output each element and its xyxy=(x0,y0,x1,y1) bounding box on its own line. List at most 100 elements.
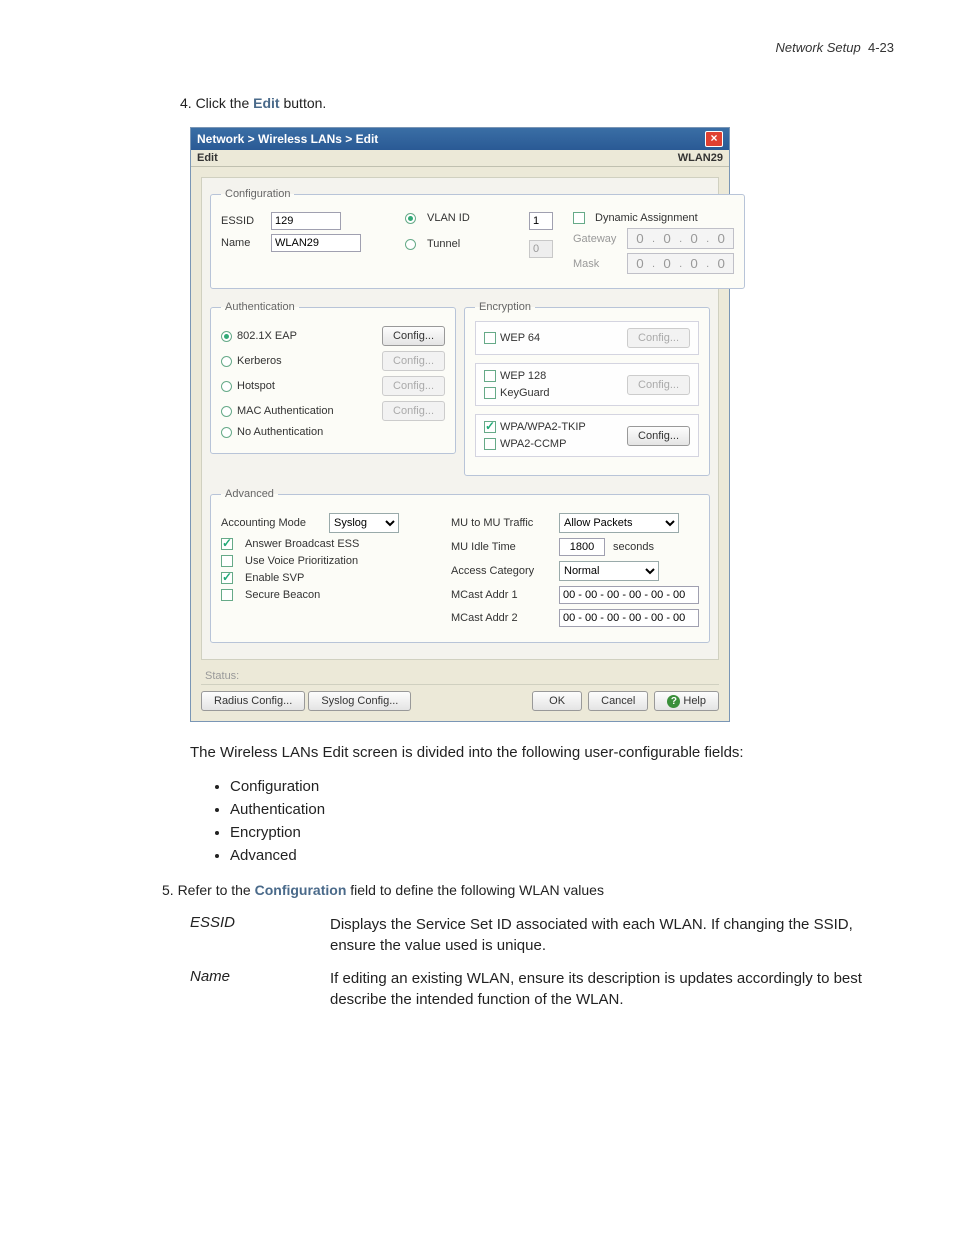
essid-label: ESSID xyxy=(221,215,265,227)
encryption-checkbox[interactable] xyxy=(484,387,496,399)
auth-option-label: 802.1X EAP xyxy=(237,330,297,342)
name-label: Name xyxy=(221,237,265,249)
voice-prioritization-checkbox[interactable] xyxy=(221,555,233,567)
encryption-checkbox[interactable] xyxy=(484,332,496,344)
mask-ip-input: ... xyxy=(627,253,734,274)
auth-config-button: Config... xyxy=(382,351,445,371)
secure-beacon-checkbox[interactable] xyxy=(221,589,233,601)
definition-table: ESSIDDisplays the Service Set ID associa… xyxy=(190,914,894,1010)
encryption-group: WPA/WPA2-TKIP WPA2-CCMP Config... xyxy=(475,414,699,457)
encryption-group: WEP 128 KeyGuard Config... xyxy=(475,363,699,406)
ok-button[interactable]: OK xyxy=(532,691,582,711)
idle-time-input[interactable] xyxy=(559,538,605,556)
dynamic-assignment-checkbox[interactable] xyxy=(573,212,585,224)
authentication-fieldset: Authentication 802.1X EAPConfig...Kerber… xyxy=(210,301,456,454)
definition-description: Displays the Service Set ID associated w… xyxy=(330,914,894,956)
list-item: Advanced xyxy=(230,847,894,864)
footer-buttons: Radius Config... Syslog Config... OK Can… xyxy=(191,687,729,721)
auth-radio[interactable] xyxy=(221,331,232,342)
encryption-checkbox[interactable] xyxy=(484,438,496,450)
encryption-config-button: Config... xyxy=(627,328,690,348)
mu-traffic-label: MU to MU Traffic xyxy=(451,517,551,529)
page-header: Network Setup 4-23 xyxy=(60,40,894,55)
vlan-label: VLAN ID xyxy=(427,212,470,224)
help-button[interactable]: ?Help xyxy=(654,691,719,711)
encryption-option-label: KeyGuard xyxy=(500,387,550,399)
close-icon[interactable]: × xyxy=(705,131,723,147)
tunnel-value-input xyxy=(529,240,553,258)
encryption-legend: Encryption xyxy=(475,301,535,313)
configuration-keyword: Configuration xyxy=(255,882,347,898)
voice-prioritization-label: Use Voice Prioritization xyxy=(245,555,358,567)
auth-radio[interactable] xyxy=(221,427,232,438)
configuration-legend: Configuration xyxy=(221,188,294,200)
mcast1-label: MCast Addr 1 xyxy=(451,589,551,601)
idle-time-label: MU Idle Time xyxy=(451,541,551,553)
definition-row: ESSIDDisplays the Service Set ID associa… xyxy=(190,914,894,956)
radius-config-button[interactable]: Radius Config... xyxy=(201,691,305,711)
wlan-edit-window: Network > Wireless LANs > Edit × Edit WL… xyxy=(190,127,730,722)
header-section: Network Setup xyxy=(775,40,860,55)
titlebar: Network > Wireless LANs > Edit × xyxy=(191,128,729,150)
encryption-fieldset: Encryption WEP 64Config...WEP 128KeyGuar… xyxy=(464,301,710,476)
tunnel-label: Tunnel xyxy=(427,238,460,250)
encryption-option-label: WPA2-CCMP xyxy=(500,438,566,450)
definition-row: NameIf editing an existing WLAN, ensure … xyxy=(190,968,894,1010)
auth-radio[interactable] xyxy=(221,356,232,367)
access-category-label: Access Category xyxy=(451,565,551,577)
vlan-value-input[interactable] xyxy=(529,212,553,230)
auth-radio[interactable] xyxy=(221,381,232,392)
list-item: Authentication xyxy=(230,801,894,818)
cancel-button[interactable]: Cancel xyxy=(588,691,648,711)
intro-text: The Wireless LANs Edit screen is divided… xyxy=(190,742,894,764)
auth-option-label: Kerberos xyxy=(237,355,282,367)
mask-label: Mask xyxy=(573,258,621,270)
definition-term: ESSID xyxy=(190,914,330,956)
idle-time-unit: seconds xyxy=(613,541,654,553)
step-5: 5. Refer to the Configuration field to d… xyxy=(162,882,894,898)
menubar: Edit WLAN29 xyxy=(191,150,729,167)
help-icon: ? xyxy=(667,695,680,708)
mu-traffic-select[interactable]: Allow Packets xyxy=(559,513,679,533)
tunnel-radio[interactable] xyxy=(405,239,416,250)
authentication-legend: Authentication xyxy=(221,301,299,313)
header-page: 4-23 xyxy=(868,40,894,55)
essid-input[interactable] xyxy=(271,212,341,230)
auth-config-button[interactable]: Config... xyxy=(382,326,445,346)
encryption-option-label: WPA/WPA2-TKIP xyxy=(500,421,586,433)
advanced-fieldset: Advanced Accounting Mode Syslog Answer B… xyxy=(210,488,710,643)
syslog-config-button[interactable]: Syslog Config... xyxy=(308,691,411,711)
auth-radio[interactable] xyxy=(221,406,232,417)
step-4: 4. Click the Edit button. xyxy=(180,95,894,111)
auth-option-label: No Authentication xyxy=(237,426,323,438)
list-item: Configuration xyxy=(230,778,894,795)
edit-keyword: Edit xyxy=(253,95,279,111)
encryption-config-button: Config... xyxy=(627,375,690,395)
menu-edit[interactable]: Edit xyxy=(197,152,218,164)
definition-description: If editing an existing WLAN, ensure its … xyxy=(330,968,894,1010)
accounting-mode-label: Accounting Mode xyxy=(221,517,321,529)
gateway-label: Gateway xyxy=(573,233,621,245)
encryption-config-button[interactable]: Config... xyxy=(627,426,690,446)
name-input[interactable] xyxy=(271,234,361,252)
access-category-select[interactable]: Normal xyxy=(559,561,659,581)
encryption-checkbox[interactable] xyxy=(484,370,496,382)
mcast2-input[interactable] xyxy=(559,609,699,627)
encryption-checkbox[interactable] xyxy=(484,421,496,433)
field-list: ConfigurationAuthenticationEncryptionAdv… xyxy=(230,778,894,864)
auth-option: Kerberos Config... xyxy=(221,351,445,371)
wlan-id-label: WLAN29 xyxy=(678,152,723,164)
configuration-fieldset: Configuration ESSID Name xyxy=(210,188,745,289)
auth-option: No Authentication xyxy=(221,426,445,438)
mcast1-input[interactable] xyxy=(559,586,699,604)
answer-broadcast-checkbox[interactable] xyxy=(221,538,233,550)
definition-term: Name xyxy=(190,968,330,1010)
dynamic-assignment-label: Dynamic Assignment xyxy=(595,212,698,224)
auth-option: 802.1X EAP Config... xyxy=(221,326,445,346)
accounting-mode-select[interactable]: Syslog xyxy=(329,513,399,533)
gateway-ip-input: ... xyxy=(627,228,734,249)
encryption-option-label: WEP 128 xyxy=(500,370,546,382)
auth-config-button: Config... xyxy=(382,401,445,421)
enable-svp-checkbox[interactable] xyxy=(221,572,233,584)
vlan-radio[interactable] xyxy=(405,213,416,224)
